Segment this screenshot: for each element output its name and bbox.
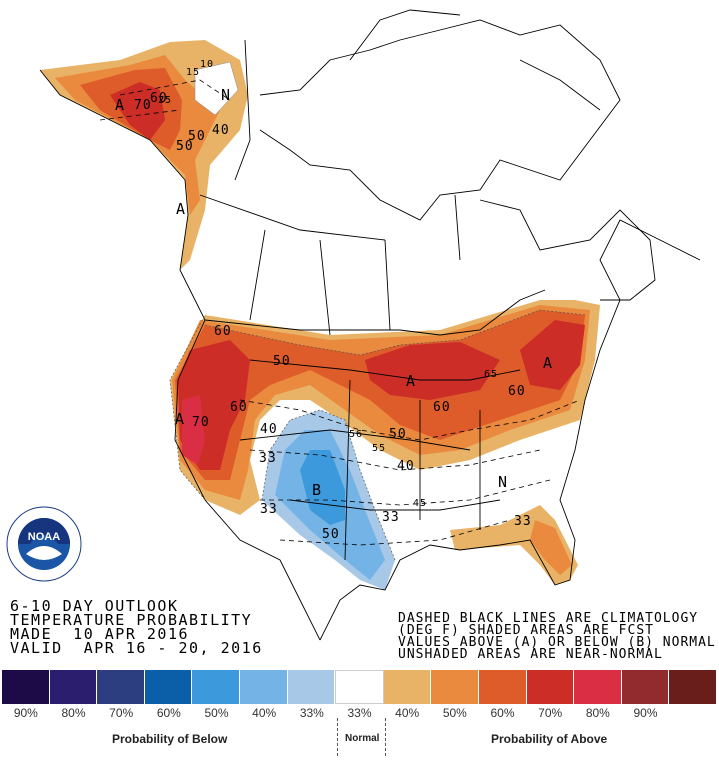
- legend-percent-label: 60%: [490, 706, 515, 720]
- contour-label-33-west: 33: [259, 451, 277, 466]
- ne-70-area: [520, 320, 585, 390]
- legend-percent-label: 80%: [61, 706, 86, 720]
- climatology-label-45: 45: [413, 498, 428, 509]
- climatology-label-15: 15: [186, 67, 201, 78]
- west-80-area: [182, 395, 205, 465]
- climatology-label-56: 56: [349, 429, 364, 440]
- alaska-normal-label: N: [221, 86, 232, 104]
- valid-dates: VALID APR 16 - 20, 2016: [10, 639, 263, 657]
- contour-label-70-west: 70: [192, 415, 210, 430]
- contour-label-33-texas: 33: [382, 510, 400, 525]
- conus-above-shading: [170, 300, 600, 515]
- legend-swatch: [287, 670, 336, 704]
- southwest-below-label: B: [312, 481, 323, 499]
- fl-50-area: [530, 520, 572, 575]
- contour-label-60-great-lakes: 60: [433, 400, 451, 415]
- outlook-title: 6-10 DAY OUTLOOK: [10, 597, 179, 615]
- legend-swatch: [192, 670, 240, 704]
- contour-label-40-midwest: 40: [397, 459, 415, 474]
- climatology-label-25: 25: [158, 95, 173, 106]
- west-above-label: A: [175, 410, 186, 428]
- legend-swatch: [239, 670, 288, 704]
- contour-label-40-west: 40: [260, 422, 278, 437]
- alaska-above-label: A: [115, 96, 126, 114]
- alaska-above-shading: [40, 40, 248, 270]
- made-date: MADE 10 APR 2016: [10, 625, 190, 643]
- above-caption: Probability of Above: [491, 732, 608, 746]
- contour-label-70-alaska: 70: [134, 98, 152, 113]
- legend-swatch: [431, 670, 479, 704]
- legend-percent-label: 90%: [633, 706, 658, 720]
- svg-text:NOAA: NOAA: [28, 531, 60, 543]
- legend-swatch: [97, 670, 145, 704]
- alaska-70-area: [110, 82, 165, 140]
- legend-swatch: [526, 670, 575, 704]
- normal-divider-right: [385, 718, 386, 756]
- legend-percent-label: 80%: [585, 706, 610, 720]
- contour-label-50-midwest: 50: [389, 427, 407, 442]
- legend-swatch: [669, 670, 717, 704]
- contour-label-60-northeast: 60: [508, 384, 526, 399]
- normal-caption: Normal: [345, 733, 380, 744]
- note-line-3: VALUES ABOVE (A) OR BELOW (B) NORMAL: [398, 635, 716, 650]
- legend-percent-label: 33%: [299, 706, 324, 720]
- contour-label-33-southwest: 33: [260, 502, 278, 517]
- legend-percent-label: 90%: [13, 706, 38, 720]
- bc-above-label: A: [176, 200, 187, 218]
- map-outlines: [39, 9, 701, 641]
- contour-label-60-west: 60: [230, 400, 248, 415]
- legend-percent-label: 50%: [442, 706, 467, 720]
- note-line-2: (DEG F) SHADED AREAS ARE FCST: [398, 623, 654, 638]
- normal-divider-left: [337, 718, 338, 756]
- glakes-70-area: [365, 342, 500, 400]
- legend-swatch: [574, 670, 622, 704]
- contour-label-50-alaska-2: 50: [188, 129, 206, 144]
- contour-label-60-northwest: 60: [214, 324, 232, 339]
- legend-color-bar: [2, 670, 717, 704]
- legend-swatch: [621, 670, 670, 704]
- northeast-above-label: A: [543, 354, 554, 372]
- sw-50-area: [300, 450, 345, 525]
- climatology-lines: [99, 79, 581, 546]
- legend-percent-label: 70%: [109, 706, 134, 720]
- southeast-above-shading: [450, 505, 578, 585]
- legend-swatch: [49, 670, 98, 704]
- contour-label-50-alaska: 50: [176, 139, 194, 154]
- contour-label-40-alaska: 40: [212, 123, 230, 138]
- noaa-logo: NOAA: [6, 506, 82, 582]
- contour-label-50-northwest: 50: [273, 354, 291, 369]
- legend-swatch: [478, 670, 527, 704]
- product-name: TEMPERATURE PROBABILITY: [10, 611, 253, 629]
- probability-contours: [169, 309, 586, 561]
- contour-label-60-alaska: 60: [150, 91, 168, 106]
- legend-swatch: [335, 670, 384, 704]
- temperature-outlook-map: [39, 9, 701, 641]
- southeast-normal-label: N: [498, 473, 509, 491]
- legend-percent-label: 60%: [156, 706, 181, 720]
- note-line-4: UNSHADED AREAS ARE NEAR-NORMAL: [398, 647, 663, 662]
- contour-label-33-florida: 33: [514, 514, 532, 529]
- great-lakes-above-label: A: [406, 372, 417, 390]
- legend-swatch: [2, 670, 50, 704]
- legend-percent-label: 70%: [538, 706, 563, 720]
- legend-swatch: [383, 670, 432, 704]
- alaska-north-light: [194, 61, 239, 116]
- climatology-label-10: 10: [200, 59, 215, 70]
- legend-swatch: [144, 670, 193, 704]
- note-line-1: DASHED BLACK LINES ARE CLIMATOLOGY: [398, 611, 699, 626]
- legend-percent-label: 40%: [252, 706, 277, 720]
- climatology-label-65: 65: [484, 369, 499, 380]
- contour-label-50-southwest: 50: [322, 527, 340, 542]
- legend-percent-label: 33%: [347, 706, 372, 720]
- legend-percent-label: 40%: [395, 706, 420, 720]
- legend-percent-label: 50%: [204, 706, 229, 720]
- below-caption: Probability of Below: [112, 732, 228, 746]
- climatology-label-55: 55: [372, 443, 387, 454]
